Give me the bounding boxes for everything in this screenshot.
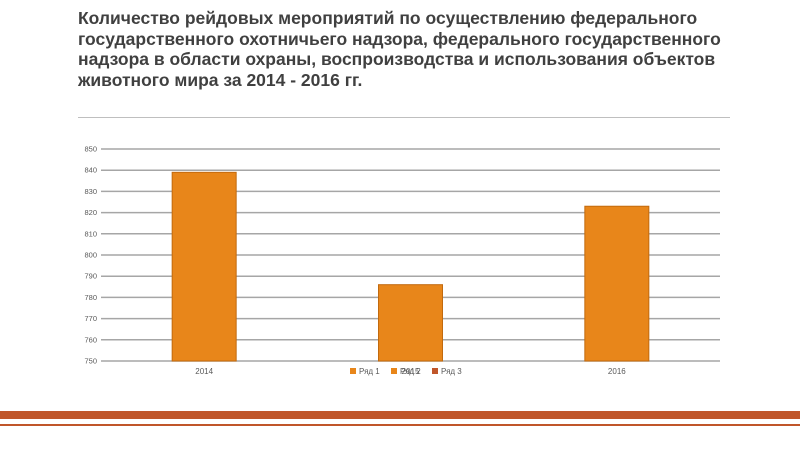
legend-label: Ряд 3 <box>441 367 462 376</box>
y-tick-label: 770 <box>84 314 97 323</box>
y-tick-label: 750 <box>84 357 97 366</box>
legend-marker <box>432 368 438 374</box>
y-tick-label: 810 <box>84 229 97 238</box>
chart-bars <box>171 171 650 362</box>
y-tick-label: 760 <box>84 335 97 344</box>
y-tick-label: 780 <box>84 293 97 302</box>
bar-2014 <box>171 171 237 362</box>
legend-marker <box>350 368 356 374</box>
x-axis-category-labels: 2014 2016 2015 <box>195 367 626 376</box>
title-divider <box>78 117 730 118</box>
bar-2016 <box>584 205 650 362</box>
page-title: Количество рейдовых мероприятий по осуще… <box>78 8 721 90</box>
y-tick-label: 790 <box>84 272 97 281</box>
y-axis-tick-labels: 750 760 770 780 790 800 810 820 830 840 850 <box>84 145 97 366</box>
y-tick-label: 850 <box>84 145 97 154</box>
accent-band <box>0 411 800 419</box>
bar-2015 <box>378 284 443 362</box>
legend-label: Ряд 1 <box>359 367 380 376</box>
chart-legend: Ряд 1 Ряд 2 Ряд 3 <box>350 367 462 376</box>
legend-marker <box>391 368 397 374</box>
accent-rule <box>0 424 800 426</box>
x-category-label: 2016 <box>608 367 626 376</box>
x-category-label: 2014 <box>195 367 213 376</box>
y-tick-label: 830 <box>84 187 97 196</box>
y-tick-label: 800 <box>84 251 97 260</box>
legend-label: Ряд 2 <box>400 367 421 376</box>
y-tick-label: 840 <box>84 166 97 175</box>
y-tick-label: 820 <box>84 208 97 217</box>
x-category-label: 2015 <box>402 367 420 376</box>
